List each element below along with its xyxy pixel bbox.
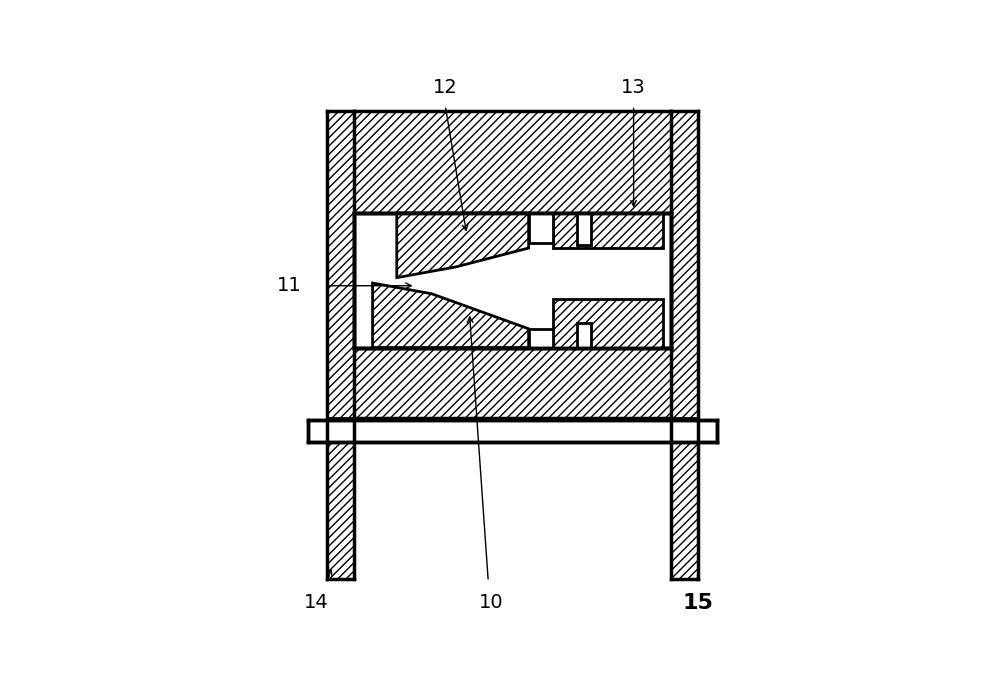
Text: 12: 12 xyxy=(433,78,458,97)
Polygon shape xyxy=(397,213,529,278)
Polygon shape xyxy=(553,299,663,347)
Polygon shape xyxy=(308,420,717,442)
Text: 14: 14 xyxy=(304,593,328,612)
Polygon shape xyxy=(327,111,354,579)
Polygon shape xyxy=(529,213,553,243)
Polygon shape xyxy=(327,417,354,579)
Polygon shape xyxy=(354,111,671,213)
Polygon shape xyxy=(373,283,529,347)
Text: 11: 11 xyxy=(277,276,302,295)
Text: 13: 13 xyxy=(621,78,646,97)
Polygon shape xyxy=(577,213,591,245)
Text: 10: 10 xyxy=(479,593,503,612)
Polygon shape xyxy=(529,329,553,347)
Polygon shape xyxy=(354,213,671,347)
Polygon shape xyxy=(577,324,591,347)
Polygon shape xyxy=(671,111,698,579)
Polygon shape xyxy=(354,347,671,417)
Polygon shape xyxy=(671,417,698,579)
Polygon shape xyxy=(553,213,663,248)
Text: 15: 15 xyxy=(683,593,714,612)
